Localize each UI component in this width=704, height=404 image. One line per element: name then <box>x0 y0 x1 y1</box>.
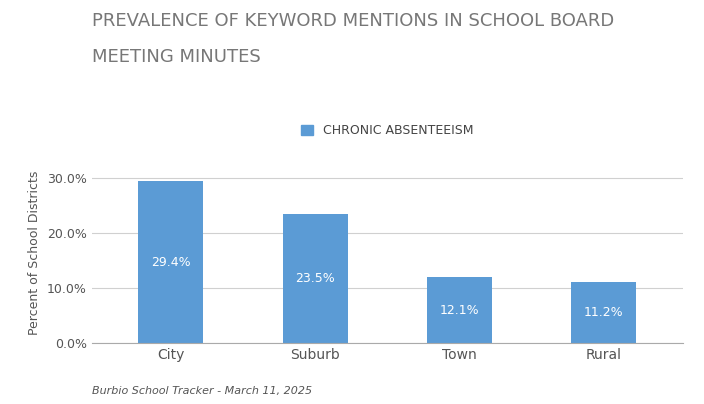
Text: 29.4%: 29.4% <box>151 256 191 269</box>
Bar <box>427 277 492 343</box>
Text: 11.2%: 11.2% <box>584 306 623 319</box>
Bar <box>139 181 203 343</box>
Text: Burbio School Tracker - March 11, 2025: Burbio School Tracker - March 11, 2025 <box>92 386 312 396</box>
Text: MEETING MINUTES: MEETING MINUTES <box>92 48 260 67</box>
Text: 23.5%: 23.5% <box>295 272 335 285</box>
Text: PREVALENCE OF KEYWORD MENTIONS IN SCHOOL BOARD: PREVALENCE OF KEYWORD MENTIONS IN SCHOOL… <box>92 12 614 30</box>
Legend: CHRONIC ABSENTEEISM: CHRONIC ABSENTEEISM <box>296 119 479 142</box>
Y-axis label: Percent of School Districts: Percent of School Districts <box>28 170 42 335</box>
Bar <box>282 214 348 343</box>
Bar <box>571 282 636 343</box>
Text: 12.1%: 12.1% <box>439 303 479 317</box>
